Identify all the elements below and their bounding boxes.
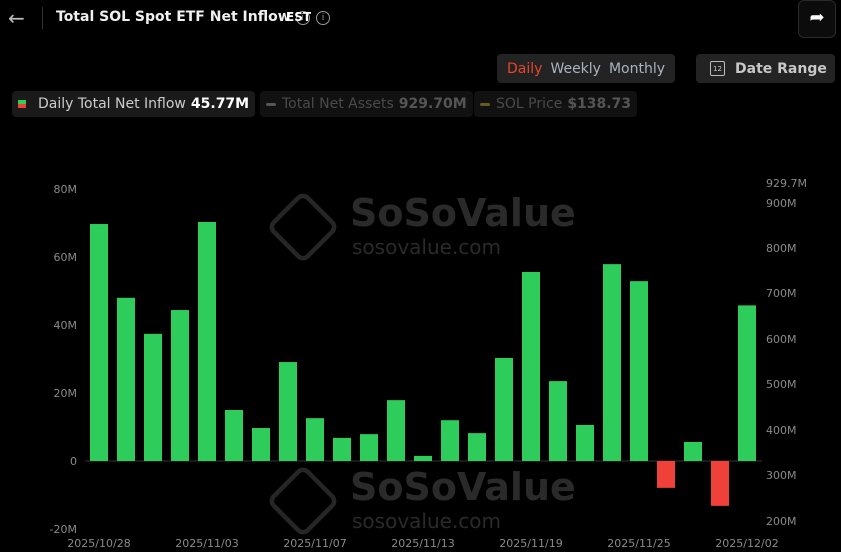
bar <box>576 424 594 461</box>
title-text: Total SOL Spot ETF Net Inflow <box>56 9 291 25</box>
bar <box>495 357 513 461</box>
back-button[interactable]: ← <box>8 6 25 30</box>
x-tick-label: 2025/12/02 <box>715 537 778 550</box>
y2-tick-label: 800M <box>766 242 797 255</box>
legend-daily-inflow[interactable]: Daily Total Net Inflow 45.77M <box>12 91 256 117</box>
calendar-icon: 12 <box>710 61 725 76</box>
y-tick-label: 60M <box>54 251 78 264</box>
bar <box>468 433 486 461</box>
x-tick-label: 2025/11/19 <box>499 537 562 550</box>
period-selector: Daily Weekly Monthly <box>497 54 676 83</box>
bar <box>117 297 135 461</box>
date-range-label: Date Range <box>735 60 827 77</box>
bar <box>225 410 243 461</box>
legend-swatch <box>266 102 276 106</box>
bar <box>198 221 216 461</box>
watermark-site: sosovalue.com <box>352 235 502 259</box>
watermark-site: sosovalue.com <box>352 509 502 533</box>
bar <box>360 434 378 461</box>
x-tick-label: 2025/10/28 <box>67 537 130 550</box>
share-button[interactable]: ➦ <box>798 0 836 38</box>
bar <box>522 271 540 461</box>
y2-tick-label: 300M <box>766 469 797 482</box>
bar <box>171 310 189 461</box>
legend-total-net-assets[interactable]: Total Net Assets 929.70M <box>260 91 473 117</box>
legend-swatch <box>18 100 26 108</box>
bar <box>441 420 459 461</box>
y2-tick-label: 929.7M <box>766 177 807 190</box>
bar <box>549 381 567 461</box>
legend-label: Total Net Assets <box>282 96 394 112</box>
y-tick-label: -20M <box>50 523 77 536</box>
watermark-brand: SoSoValue <box>350 191 576 235</box>
legend-label: SOL Price <box>496 96 563 112</box>
bar <box>711 461 729 506</box>
bar <box>603 264 621 461</box>
x-tick-label: 2025/11/25 <box>607 537 670 550</box>
info-icon[interactable]: i <box>295 11 310 25</box>
bar <box>414 455 432 461</box>
timezone-label: EST <box>286 10 312 24</box>
period-weekly[interactable]: Weekly <box>550 60 601 77</box>
bar <box>90 224 108 461</box>
y2-tick-label: 600M <box>766 333 797 346</box>
bar <box>684 441 702 461</box>
x-tick-label: 2025/11/07 <box>283 537 346 550</box>
y-tick-label: 20M <box>54 387 78 400</box>
y-tick-label: 40M <box>54 319 78 332</box>
timezone[interactable]: EST i <box>286 10 331 25</box>
y2-tick-label: 700M <box>766 287 797 300</box>
bar <box>279 362 297 461</box>
legend-value: 929.70M <box>398 96 467 112</box>
y2-tick-label: 500M <box>766 378 797 391</box>
info-icon[interactable]: i <box>316 11 331 25</box>
bar <box>630 281 648 461</box>
bar <box>306 418 324 461</box>
watermark-brand: SoSoValue <box>350 465 576 509</box>
legend-value: 45.77M <box>190 96 250 112</box>
bar <box>657 461 675 488</box>
legend-sol-price[interactable]: SOL Price $138.73 <box>474 91 638 117</box>
y-tick-label: 80M <box>54 183 78 196</box>
share-icon: ➦ <box>809 7 825 28</box>
divider <box>42 7 43 29</box>
y2-tick-label: 400M <box>766 424 797 437</box>
y-tick-label: 0 <box>70 455 77 468</box>
x-tick-label: 2025/11/03 <box>175 537 238 550</box>
legend-label: Daily Total Net Inflow <box>38 96 186 112</box>
bar <box>144 333 162 461</box>
bar <box>738 305 756 461</box>
bar <box>387 400 405 461</box>
period-monthly[interactable]: Monthly <box>608 60 666 77</box>
period-daily[interactable]: Daily <box>507 60 543 77</box>
y2-tick-label: 200M <box>766 515 797 528</box>
y2-tick-label: 900M <box>766 197 797 210</box>
bar <box>333 437 351 461</box>
page-title: Total SOL Spot ETF Net Inflow i <box>56 9 310 25</box>
legend-swatch <box>480 102 490 106</box>
date-range-button[interactable]: 12 Date Range <box>696 54 835 83</box>
legend-value: $138.73 <box>567 96 632 112</box>
x-tick-label: 2025/11/13 <box>391 537 454 550</box>
bar <box>252 428 270 461</box>
